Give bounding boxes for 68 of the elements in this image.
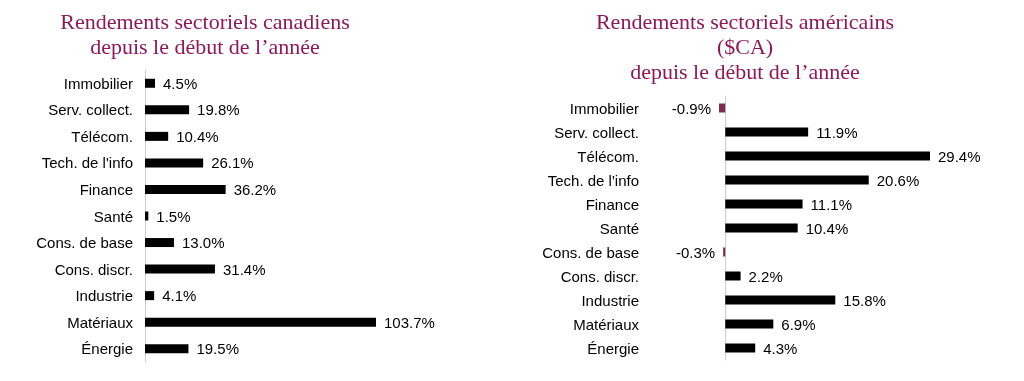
data-label: 36.2%: [233, 180, 277, 198]
y-tick-label: Cons. discr.: [54, 260, 133, 278]
data-label: 31.4%: [222, 260, 266, 278]
y-tick-label: Matériaux: [67, 313, 134, 331]
y-tick-label: Serv. collect.: [48, 101, 133, 119]
data-label: -0.3%: [675, 243, 716, 261]
y-tick-label: Cons. discr.: [560, 267, 639, 285]
y-tick-label: Santé: [93, 207, 133, 225]
data-label: 11.9%: [816, 123, 858, 141]
bar: [145, 238, 174, 248]
bar: [723, 247, 726, 257]
y-tick-label: Finance: [79, 180, 133, 198]
bar: [145, 78, 156, 88]
bar: [725, 319, 774, 329]
data-label: 10.4%: [805, 219, 849, 237]
bar: [725, 151, 930, 161]
y-tick-label: Industrie: [581, 291, 639, 309]
bar: [725, 199, 803, 209]
data-label: 2.2%: [748, 267, 783, 285]
data-label: 13.0%: [181, 234, 225, 252]
y-tick-label: Tech. de l'info: [547, 171, 639, 189]
y-tick-label: Tech. de l'info: [41, 154, 133, 172]
y-tick-label: Immobilier: [569, 99, 639, 117]
data-label: 10.4%: [176, 127, 219, 145]
data-label: 6.9%: [781, 315, 816, 333]
y-tick-label: Énergie: [81, 340, 133, 358]
bar: [145, 105, 190, 115]
y-tick-label: Industrie: [75, 287, 133, 305]
y-tick-label: Finance: [585, 195, 639, 213]
y-tick-label: Immobilier: [63, 74, 133, 92]
y-tick-label: Santé: [599, 219, 639, 237]
y-tick-label: Cons. de base: [36, 234, 133, 252]
bar: [145, 184, 226, 194]
data-label: 4.3%: [763, 339, 798, 357]
data-label: 103.7%: [384, 313, 435, 331]
bar: [145, 131, 169, 141]
data-label: 19.8%: [197, 101, 240, 119]
bar: [145, 158, 204, 168]
bar: [725, 127, 809, 137]
bar: [145, 264, 215, 274]
bar: [719, 103, 726, 113]
data-label: -0.9%: [671, 99, 711, 117]
data-label: 1.5%: [156, 207, 191, 225]
y-tick-label: Cons. de base: [542, 243, 639, 261]
bar: [145, 291, 155, 301]
data-label: 4.5%: [163, 74, 198, 92]
bar: [725, 223, 798, 233]
y-tick-label: Serv. collect.: [554, 123, 639, 141]
chart-title: Rendements sectoriels américains ($CA) depuis le début de l’année: [595, 9, 895, 84]
data-label: 20.6%: [876, 171, 920, 189]
data-label: 15.8%: [843, 291, 886, 309]
bar: [145, 344, 189, 354]
bar: [145, 317, 376, 327]
data-label: 29.4%: [938, 147, 981, 165]
data-label: 26.1%: [211, 154, 254, 172]
chart-title: Rendements sectoriels canadiens depuis le début de l’année: [60, 9, 350, 59]
data-label: 11.1%: [810, 195, 852, 213]
y-tick-label: Matériaux: [573, 315, 640, 333]
data-label: 4.1%: [162, 287, 197, 305]
bar: [725, 175, 869, 185]
bar: [725, 271, 741, 281]
data-label: 19.5%: [196, 340, 239, 358]
bar: [145, 211, 149, 221]
y-tick-label: Télécom.: [71, 127, 133, 145]
bar: [725, 295, 836, 305]
y-tick-label: Énergie: [587, 339, 639, 357]
bar: [725, 343, 756, 353]
y-tick-label: Télécom.: [577, 147, 639, 165]
